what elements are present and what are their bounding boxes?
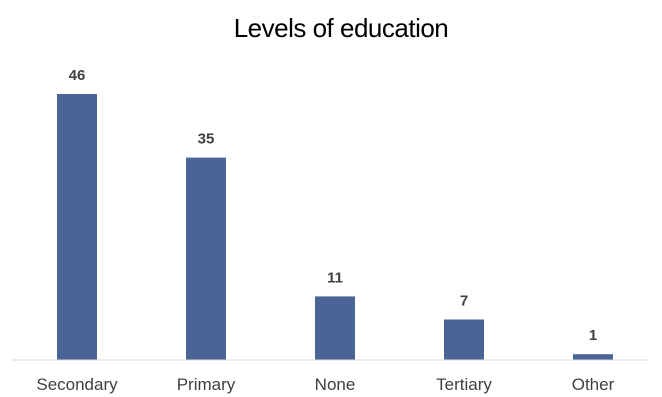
data-label-none: 11 [327, 269, 343, 286]
bar-tertiary [444, 319, 484, 360]
bar-secondary [57, 94, 97, 360]
x-tick-label-tertiary: Tertiary [436, 375, 492, 394]
data-label-primary: 35 [198, 131, 215, 148]
bars-layer [57, 94, 613, 360]
x-tick-label-other: Other [572, 375, 615, 394]
data-label-other: 1 [589, 327, 597, 344]
bar-primary [186, 157, 226, 360]
data-label-tertiary: 7 [460, 293, 468, 310]
bar-none [315, 296, 355, 360]
x-tick-label-secondary: Secondary [36, 375, 118, 394]
data-labels-layer: 46 35 11 7 1 [69, 67, 598, 344]
x-axis-tick-labels: Secondary Primary None Tertiary Other [36, 375, 614, 394]
x-tick-label-primary: Primary [177, 375, 236, 394]
chart-title: Levels of education [234, 13, 449, 43]
x-tick-label-none: None [315, 375, 356, 394]
bar-other [573, 354, 613, 360]
data-label-secondary: 46 [69, 67, 86, 84]
